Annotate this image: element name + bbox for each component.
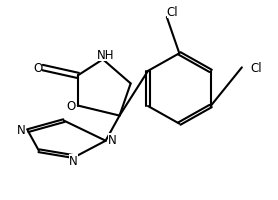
Text: O: O: [33, 62, 42, 74]
Text: Cl: Cl: [250, 62, 262, 74]
Text: N: N: [69, 155, 78, 167]
Text: NH: NH: [97, 49, 114, 61]
Text: O: O: [66, 100, 76, 112]
Text: N: N: [16, 124, 25, 136]
Text: Cl: Cl: [167, 6, 178, 18]
Text: N: N: [108, 134, 117, 146]
